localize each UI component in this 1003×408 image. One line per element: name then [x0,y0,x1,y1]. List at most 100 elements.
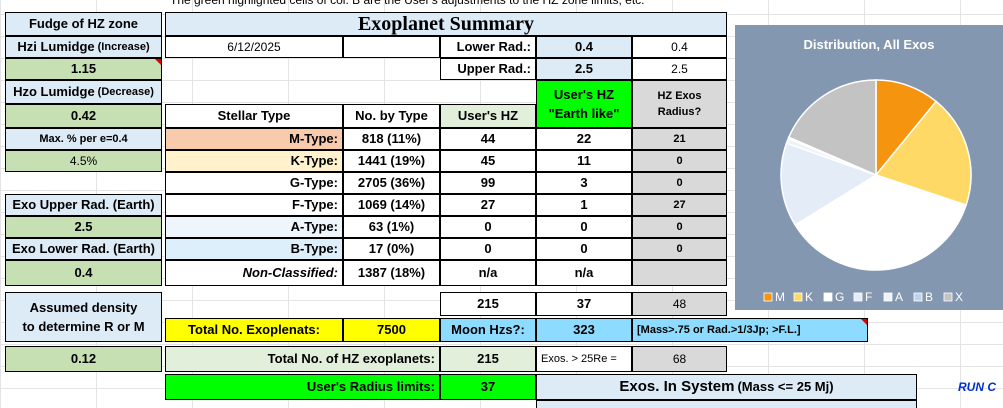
table-cell: n/a [440,260,536,286]
hint: (Increase) [97,40,150,53]
table-cell: 44 [440,128,536,150]
table-cell: 1441 (19%) [343,150,440,172]
table-cell: 11 [536,150,632,172]
legend-swatch [883,292,893,302]
legend-label: X [955,290,963,304]
sidebar-cell: 0.12 [5,346,162,372]
value: 323 [536,318,632,342]
column-header: User's HZ [440,104,536,128]
table-cell: 1387 (18%) [343,260,440,286]
button: RUN C [958,380,996,394]
sidebar-cell: Exo Lower Rad. (Earth) [5,238,162,260]
table-cell: 0 [632,238,727,260]
sidebar-cell: Assumed density to determine R or M [5,292,162,342]
row-header: F-Type: [165,194,343,216]
legend-swatch [823,292,833,302]
note-cell: [Mass>.75 or Rad.>1/3Jp; >F.L.] [632,318,868,342]
cell [343,36,440,58]
sidebar-cell: Fudge of HZ zone [5,12,162,36]
label: Upper Rad.: [440,58,536,80]
legend-swatch [853,292,863,302]
table-cell: 99 [440,172,536,194]
row-header: M-Type: [165,128,343,150]
chart-title: Distribution, All Exos [804,37,935,52]
value: 215 [440,292,536,316]
row-header: G-Type: [165,172,343,194]
row-header: K-Type: [165,150,343,172]
table-cell: 0 [632,216,727,238]
pie-slice [787,79,877,177]
label: Exos. > 25Re = [536,346,632,372]
legend-swatch [913,292,923,302]
pie-slice [875,79,938,178]
table-cell: 17 (0%) [343,238,440,260]
table-cell [632,260,727,286]
value: 2.5 [632,58,727,80]
legend-swatch [763,292,773,302]
row-header: Non-Classified: [165,260,343,286]
table-cell: 0 [440,216,536,238]
column-header: Stellar Type [165,104,343,128]
value: 2.5 [536,58,632,80]
value: 68 [632,346,727,372]
table-cell: 45 [440,150,536,172]
table-cell: 63 (1%) [343,216,440,238]
legend-label: B [925,290,933,304]
section-title: Exos. In System (Mass <= 25 Mj) [536,374,917,400]
hint: (Decrease) [97,85,154,98]
label: Exos. In System [619,377,735,395]
table-cell: 1 [536,194,632,216]
pie-slice [780,142,878,226]
table-cell: 1069 (14%) [343,194,440,216]
value: 0.4 [632,36,727,58]
legend-label: G [835,290,844,304]
comment-marker [155,59,161,65]
label: Lower Rad.: [440,36,536,58]
value: 215 [440,346,536,372]
date: 6/12/2025 [165,36,343,58]
value: 7500 [343,318,440,342]
sheet-title: Exoplanet Summary [165,12,727,36]
table-cell: 0 [632,172,727,194]
label: Hzi Lumidge [17,39,95,55]
pie-slice [874,100,972,206]
column-header: No. by Type [343,104,440,128]
value: 37 [440,374,536,400]
legend-label: A [895,290,903,304]
sidebar-cell: 2.5 [5,216,162,238]
note: The green highlighted cells of col. B ar… [170,0,645,7]
table-cell: 0 [536,238,632,260]
sidebar-cell: Max. % per e=0.4 [5,128,162,150]
sidebar-cell: 0.4 [5,260,162,286]
sidebar-cell: Exo Upper Rad. (Earth) [5,194,162,216]
label: User's Radius limits: [165,374,440,400]
pie-chart: Distribution, All Exos M K G F A B X [735,25,1003,310]
table-cell: 0 [440,238,536,260]
label: (Mass <= 25 Mj) [737,379,834,395]
table-cell: 818 (11%) [343,128,440,150]
legend-label: F [865,290,872,304]
table-cell: n/a [536,260,632,286]
value: 0.4 [536,36,632,58]
cell [536,400,917,408]
legend-label: M [775,290,785,304]
table-cell: 27 [632,194,727,216]
sidebar-cell: 4.5% [5,150,162,172]
legend-swatch [943,292,953,302]
table-cell: 22 [536,128,632,150]
label: Moon Hzs?: [440,318,536,342]
table-cell: 3 [536,172,632,194]
comment-marker [861,319,867,325]
sidebar-cell: 0.42 [5,104,162,128]
row-header: B-Type: [165,238,343,260]
table-cell: 0 [536,216,632,238]
label: Total No. of HZ exoplanets: [165,346,440,372]
column-header: User's HZ "Earth like" [536,80,632,128]
table-cell: 27 [440,194,536,216]
sidebar-cell: Hzo Lumidge (Decrease) [5,80,162,104]
legend-swatch [793,292,803,302]
value: 37 [536,292,632,316]
label: Total No. Exoplenats: [165,318,343,342]
legend-label: K [805,290,813,304]
